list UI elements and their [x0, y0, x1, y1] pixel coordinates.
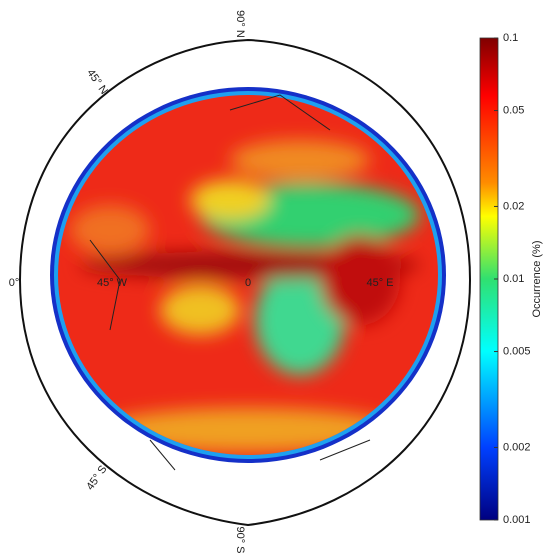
coastline: [89, 94, 371, 471]
lat-label: 90° N: [234, 10, 246, 38]
lon-label: 45° W: [97, 277, 128, 289]
colorbar-tick-label: 0.005: [503, 345, 531, 357]
lat-label: 45° S: [84, 463, 109, 492]
occurrence-patches: [70, 140, 420, 452]
lon-label: 45° E: [366, 277, 393, 289]
colorbar-tick-label: 0.002: [503, 441, 531, 453]
colorbar-label: Occurrence (%): [531, 240, 543, 317]
map: 90° N 45° N 0° 45° W 0 45° E 45° S 90° S: [9, 10, 472, 554]
colorbar-tick-label: 0.01: [503, 273, 524, 285]
lat-label: 45° N: [84, 67, 110, 97]
colorbar-tick-label: 0.05: [503, 104, 524, 116]
lon-label: 0: [245, 277, 251, 289]
colorbar-tick-label: 0.02: [503, 200, 524, 212]
colorbar-tick-label: 0.1: [503, 32, 518, 44]
lat-label: 90° S: [234, 526, 246, 553]
lon-label: 0°: [9, 277, 20, 289]
colorbar: Occurrence (%) 0.1 0.05 0.02 0.01 0.005 0.002…: [479, 32, 543, 526]
colorbar-tick-label: 0.001: [503, 514, 531, 526]
